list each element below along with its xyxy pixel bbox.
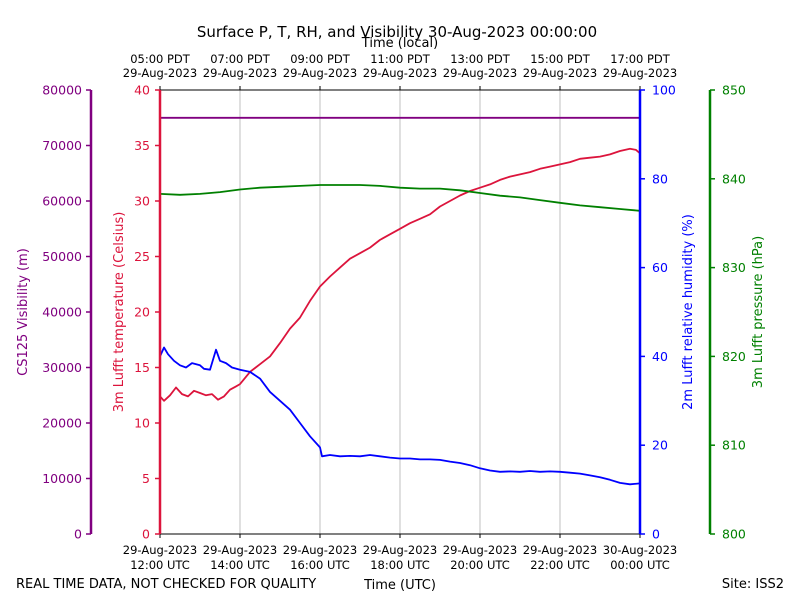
visibility-axis-tick-label: 20000	[42, 416, 82, 431]
bottom-tick-label: 18:00 UTC	[370, 558, 430, 572]
humidity-axis-tick-label: 0	[652, 527, 660, 542]
temperature-axis-tick-label: 40	[134, 83, 150, 98]
quality-note: REAL TIME DATA, NOT CHECKED FOR QUALITY	[16, 577, 316, 592]
bottom-axis-label: Time (UTC)	[363, 578, 436, 593]
pressure-axis-title: 3m Lufft pressure (hPa)	[751, 236, 766, 388]
top-tick-label: 11:00 PDT	[370, 52, 431, 66]
series-line-temperature	[159, 147, 641, 402]
bottom-tick-label: 12:00 UTC	[130, 558, 190, 572]
series-line-pressure	[159, 184, 641, 212]
top-tick-label: 29-Aug-2023	[603, 66, 677, 80]
humidity-axis-title: 2m Lufft relative humidity (%)	[681, 214, 696, 410]
pressure-axis-tick-label: 800	[722, 527, 746, 542]
pressure-axis-tick-label: 830	[722, 260, 746, 275]
visibility-axis-tick-label: 60000	[42, 194, 82, 209]
bottom-tick-label: 29-Aug-2023	[283, 543, 357, 557]
humidity-axis-tick-label: 80	[652, 171, 668, 186]
visibility-axis-tick-label: 40000	[42, 305, 82, 320]
top-tick-label: 29-Aug-2023	[123, 66, 197, 80]
visibility-axis-tick-label: 10000	[42, 471, 82, 486]
temperature-axis-tick-label: 15	[134, 360, 150, 375]
grid	[239, 90, 561, 534]
visibility-axis-tick-label: 50000	[42, 249, 82, 264]
temperature-axis-tick-label: 5	[142, 471, 150, 486]
temperature-axis-tick-label: 10	[134, 416, 150, 431]
humidity-axis-tick-label: 100	[652, 83, 676, 98]
temperature-axis-tick-label: 30	[134, 194, 150, 209]
top-tick-label: 29-Aug-2023	[363, 66, 437, 80]
humidity-axis-tick-label: 60	[652, 260, 668, 275]
bottom-tick-label: 30-Aug-2023	[603, 543, 677, 557]
pressure-axis-tick-label: 820	[722, 349, 746, 364]
visibility-axis-tick-label: 30000	[42, 360, 82, 375]
visibility-axis-tick-label: 80000	[42, 83, 82, 98]
humidity-axis: 0 20 40 60 80 100 2m Lufft relative humidity (…	[638, 83, 696, 542]
bottom-tick-label: 20:00 UTC	[450, 558, 510, 572]
bottom-tick-label: 29-Aug-2023	[203, 543, 277, 557]
top-tick-label: 17:00 PDT	[610, 52, 671, 66]
pressure-axis-tick-label: 840	[722, 171, 746, 186]
pressure-axis: 800 810 820 830 840 850 3m Lufft pressure (hPa…	[708, 83, 766, 542]
top-tick-label: 13:00 PDT	[450, 52, 511, 66]
top-tick-label: 29-Aug-2023	[203, 66, 277, 80]
humidity-axis-tick-label: 20	[652, 438, 668, 453]
top-tick-label: 29-Aug-2023	[523, 66, 597, 80]
pressure-axis-tick-label: 810	[722, 438, 746, 453]
bottom-tick-label: 29-Aug-2023	[123, 543, 197, 557]
top-tick-label: 29-Aug-2023	[283, 66, 357, 80]
visibility-axis-tick-label: 0	[74, 527, 82, 542]
bottom-tick-label: 22:00 UTC	[530, 558, 590, 572]
temperature-axis-tick-label: 35	[134, 138, 150, 153]
series-line-humidity	[159, 346, 641, 486]
temperature-axis-tick-label: 0	[142, 527, 150, 542]
top-tick-label: 29-Aug-2023	[443, 66, 517, 80]
bottom-tick-label: 29-Aug-2023	[443, 543, 517, 557]
humidity-axis-tick-label: 40	[652, 349, 668, 364]
series-layer	[159, 116, 641, 486]
chart-title: Surface P, T, RH, and Visibility 30-Aug-…	[197, 23, 597, 41]
pressure-axis-tick-label: 850	[722, 83, 746, 98]
bottom-tick-label: 29-Aug-2023	[363, 543, 437, 557]
temperature-axis: 0 5 10 15 20 25 30 35 40 3m Lufft temperature (Ce…	[112, 83, 162, 542]
temperature-axis-tick-label: 25	[134, 249, 150, 264]
top-tick-label: 09:00 PDT	[290, 52, 351, 66]
temperature-axis-tick-label: 20	[134, 305, 150, 320]
bottom-tick-label: 14:00 UTC	[210, 558, 270, 572]
visibility-axis-tick-label: 70000	[42, 138, 82, 153]
visibility-axis-title: CS125 Visibility (m)	[16, 248, 31, 376]
top-tick-label: 15:00 PDT	[530, 52, 591, 66]
top-axis-label: Time (local)	[361, 36, 438, 51]
bottom-tick-label: 16:00 UTC	[290, 558, 350, 572]
top-tick-label: 05:00 PDT	[130, 52, 191, 66]
bottom-tick-label: 00:00 UTC	[610, 558, 670, 572]
visibility-axis: 0 10000 20000 30000 40000 50000 60000 70000 8000…	[16, 83, 93, 542]
top-tick-label: 07:00 PDT	[210, 52, 271, 66]
bottom-tick-label: 29-Aug-2023	[523, 543, 597, 557]
site-label: Site: ISS2	[722, 577, 784, 592]
temperature-axis-title: 3m Lufft temperature (Celsius)	[112, 212, 127, 413]
